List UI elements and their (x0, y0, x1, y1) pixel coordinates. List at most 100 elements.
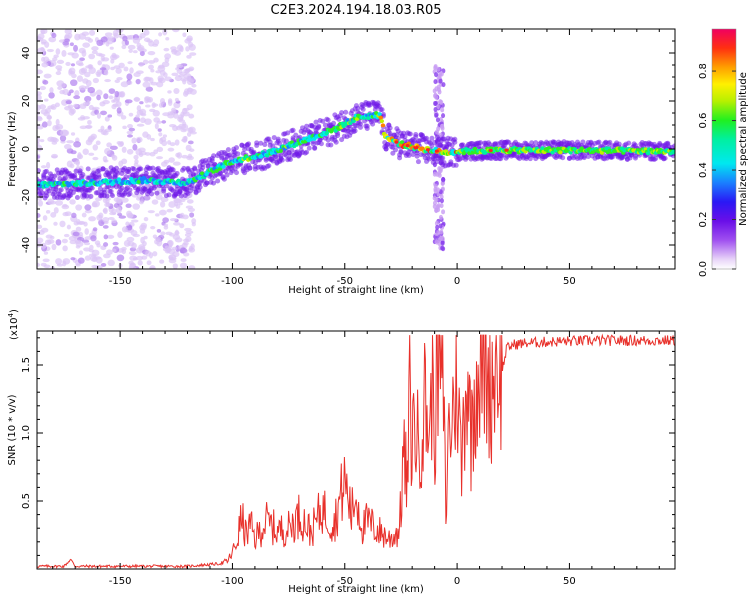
heatmap-speckle (91, 249, 100, 257)
heatmap-halo (316, 123, 322, 129)
heatmap-speckle (76, 75, 83, 82)
heatmap-speckle (64, 29, 72, 35)
heatmap-speckle (156, 229, 162, 233)
heatmap-speckle (37, 200, 44, 207)
snr-y-tick-label: 0.5 (21, 493, 32, 509)
spectrogram-x-tick-label: -150 (109, 276, 132, 287)
heatmap-speckle (179, 71, 188, 76)
heatmap-speckle (118, 215, 127, 219)
heatmap-speckle (134, 159, 139, 164)
heatmap-speckle (186, 78, 194, 86)
heatmap-speckle (62, 245, 68, 252)
heatmap-speckle (107, 259, 115, 267)
heatmap-speckle (132, 37, 141, 44)
heatmap-speckle (163, 72, 168, 78)
heatmap-speckle (141, 255, 148, 260)
heatmap-speckle (188, 245, 194, 252)
heatmap-speckle (82, 42, 91, 48)
heatmap-speckle (95, 52, 103, 57)
heatmap-speckle (188, 265, 196, 269)
heatmap-halo (161, 188, 167, 194)
heatmap-halo (453, 162, 459, 168)
heatmap-core (354, 116, 360, 121)
heatmap-speckle (124, 99, 133, 104)
heatmap-speckle (55, 71, 62, 76)
heatmap-speckle (96, 112, 102, 119)
heatmap-speckle (55, 126, 60, 130)
heatmap-speckle (158, 209, 167, 216)
heatmap-speckle (120, 115, 127, 120)
heatmap-speckle (434, 72, 439, 78)
heatmap-speckle (66, 160, 73, 168)
heatmap-halo (100, 166, 106, 172)
spectrogram-y-tick-label: -20 (21, 189, 32, 205)
heatmap-core (558, 150, 563, 155)
heatmap-speckle (174, 97, 179, 102)
heatmap-speckle (435, 117, 440, 123)
heatmap-halo (398, 149, 404, 155)
heatmap-speckle (144, 152, 151, 156)
spectrogram-y-ticks: -40 -20 0 20 40 (21, 28, 675, 270)
heatmap-speckle (161, 140, 168, 147)
snr-multiplier-exp: 4 (7, 312, 15, 317)
heatmap-halo (39, 190, 45, 196)
heatmap-speckle (52, 138, 59, 143)
heatmap-speckle (75, 60, 83, 66)
heatmap-speckle (136, 123, 145, 127)
heatmap-speckle (143, 235, 148, 240)
heatmap-speckle (72, 231, 80, 237)
heatmap-speckle (37, 116, 43, 122)
snr-frame (36, 330, 676, 570)
colorbar-label: Normalized spectral amplitude (738, 72, 749, 226)
heatmap-speckle (48, 36, 57, 43)
heatmap-speckle (41, 62, 49, 68)
heatmap-speckle (102, 100, 110, 105)
heatmap-speckle (112, 29, 118, 37)
heatmap-halo (437, 142, 443, 148)
heatmap-halo (62, 175, 68, 181)
heatmap-speckle (84, 36, 91, 41)
heatmap-speckle (434, 112, 439, 118)
heatmap-speckle (88, 152, 95, 156)
heatmap-speckle (156, 146, 164, 152)
heatmap-halo (123, 174, 129, 180)
heatmap-speckle (438, 223, 443, 229)
heatmap-core (540, 146, 545, 151)
heatmap-core (466, 147, 471, 152)
heatmap-speckle (95, 197, 103, 202)
heatmap-speckle (45, 210, 51, 214)
heatmap-speckle (152, 109, 160, 117)
heatmap-halo (343, 109, 349, 115)
heatmap-speckle (115, 67, 122, 74)
heatmap-speckle (75, 204, 83, 211)
heatmap-speckle (125, 221, 130, 227)
heatmap-speckle (188, 113, 195, 119)
heatmap-speckle (119, 141, 124, 147)
heatmap-speckle (136, 105, 142, 112)
heatmap-speckle (117, 212, 123, 217)
heatmap-speckle (71, 212, 77, 219)
heatmap-halo (89, 185, 95, 191)
heatmap-speckle (127, 44, 136, 50)
heatmap-speckle (40, 30, 46, 34)
heatmap-speckle (83, 242, 91, 246)
heatmap-speckle (62, 41, 70, 46)
heatmap-speckle (73, 161, 80, 165)
heatmap-speckle (436, 87, 441, 93)
heatmap-speckle (104, 32, 113, 37)
heatmap-speckle (184, 68, 191, 74)
heatmap-speckle (121, 146, 127, 153)
heatmap-speckle (97, 60, 103, 66)
heatmap-speckle (121, 248, 127, 255)
heatmap-halo (293, 132, 299, 138)
heatmap-speckle (132, 50, 138, 54)
heatmap-speckle (131, 137, 137, 144)
heatmap-speckle (47, 198, 55, 205)
heatmap-speckle (43, 251, 49, 255)
heatmap-speckle (87, 119, 92, 125)
heatmap-speckle (184, 227, 192, 232)
heatmap-speckle (60, 83, 66, 88)
heatmap-speckle (164, 223, 169, 227)
heatmap-halo (370, 121, 376, 127)
heatmap-speckle (171, 29, 180, 33)
